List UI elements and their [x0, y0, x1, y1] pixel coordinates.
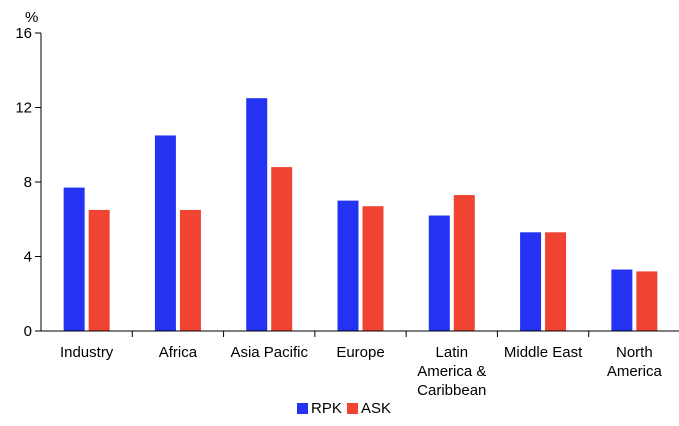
legend-swatch-ask	[347, 403, 358, 414]
bar-ask	[453, 195, 475, 331]
y-tick-label: 8	[24, 174, 32, 191]
y-tick-label: 4	[24, 249, 32, 266]
legend-label-rpk: RPK	[311, 400, 342, 417]
bar-rpk	[154, 135, 176, 331]
bar-rpk	[428, 215, 450, 331]
bar-ask	[362, 206, 384, 331]
bar-ask	[88, 209, 110, 331]
x-tick-label: Middle East	[504, 344, 583, 361]
bar-rpk	[520, 232, 542, 331]
x-tick-label: Industry	[60, 344, 114, 361]
legend: RPK ASK	[297, 400, 391, 417]
y-axis-unit-label: %	[25, 9, 38, 26]
bar-ask	[545, 232, 567, 331]
bar-rpk	[63, 187, 85, 331]
y-tick-label: 12	[15, 100, 32, 117]
bars	[63, 98, 658, 331]
bar-ask	[271, 167, 293, 331]
bar-rpk	[611, 269, 633, 331]
legend-label-ask: ASK	[361, 400, 391, 417]
y-tick-label: 16	[15, 25, 32, 42]
x-axis: Industry Africa Asia Pacific Europe Latin Ame…	[41, 330, 679, 399]
x-tick-label: Asia Pacific	[230, 344, 308, 361]
x-tick-label: Africa	[159, 344, 198, 361]
bar-ask	[179, 209, 201, 331]
x-tick-label: Europe	[336, 344, 384, 361]
y-axis: 0 4 8 12 16	[15, 25, 42, 340]
bar-rpk	[337, 200, 359, 331]
x-tick-label: North America	[607, 344, 663, 380]
bar-ask	[636, 271, 658, 331]
legend-swatch-rpk	[297, 403, 308, 414]
y-tick-label: 0	[24, 323, 32, 340]
x-tick-label: Latin America & Caribbean	[417, 344, 486, 399]
bar-rpk	[246, 98, 268, 331]
